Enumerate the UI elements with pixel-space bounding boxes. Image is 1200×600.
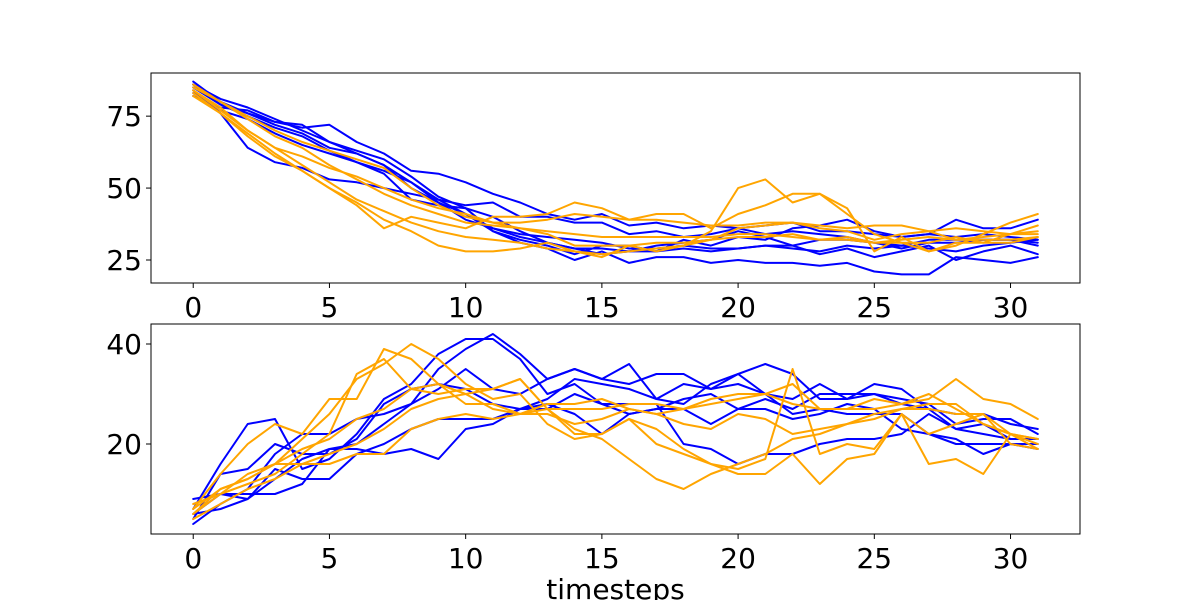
series-line-3 bbox=[192, 89, 1039, 250]
bottom-chart: 0 5 10 15 20 25 30 20 40 timesteps bbox=[106, 323, 1081, 600]
x-tick-label: 5 bbox=[321, 542, 339, 575]
x-tick-label: 30 bbox=[993, 542, 1029, 575]
plot-frame bbox=[150, 72, 1081, 284]
series-line-10 bbox=[192, 95, 1039, 253]
x-tick-label: 15 bbox=[584, 542, 620, 575]
x-axis-label: timesteps bbox=[546, 573, 684, 600]
series-line-6 bbox=[192, 83, 1039, 247]
series-line-5 bbox=[192, 95, 1039, 241]
x-tick-label: 0 bbox=[184, 542, 202, 575]
series-line-9 bbox=[192, 383, 1039, 515]
x-tick-label: 15 bbox=[584, 291, 620, 324]
series-line-4 bbox=[192, 92, 1039, 256]
x-tick-label: 10 bbox=[448, 542, 484, 575]
top-chart: 0 5 10 15 20 25 30 25 50 75 bbox=[106, 72, 1081, 324]
series-line-10 bbox=[192, 378, 1039, 510]
series-line-8 bbox=[192, 89, 1039, 247]
y-tick-label: 20 bbox=[106, 428, 142, 461]
x-tick-label: 0 bbox=[184, 291, 202, 324]
y-tick-label: 40 bbox=[106, 328, 142, 361]
y-tick-label: 75 bbox=[106, 100, 142, 133]
series-line-7 bbox=[192, 343, 1039, 515]
series-line-2 bbox=[192, 86, 1039, 261]
series-line-11 bbox=[192, 408, 1039, 520]
y-tick-label: 50 bbox=[106, 172, 142, 205]
series-line-0 bbox=[192, 333, 1039, 500]
x-tick-label: 20 bbox=[720, 291, 756, 324]
x-tick-label: 5 bbox=[321, 291, 339, 324]
series-line-2 bbox=[192, 368, 1039, 525]
x-tick-label: 20 bbox=[720, 542, 756, 575]
x-tick-label: 25 bbox=[856, 291, 892, 324]
series-line-8 bbox=[192, 358, 1039, 505]
plot-frame bbox=[150, 323, 1081, 535]
x-tick-label: 25 bbox=[856, 542, 892, 575]
x-tick-label: 10 bbox=[448, 291, 484, 324]
series-line-12 bbox=[192, 83, 1039, 236]
y-tick-label: 25 bbox=[106, 244, 142, 277]
x-tick-label: 30 bbox=[993, 291, 1029, 324]
series-line-11 bbox=[192, 89, 1039, 256]
series-line-5 bbox=[192, 393, 1039, 515]
series-line-6 bbox=[192, 348, 1039, 510]
